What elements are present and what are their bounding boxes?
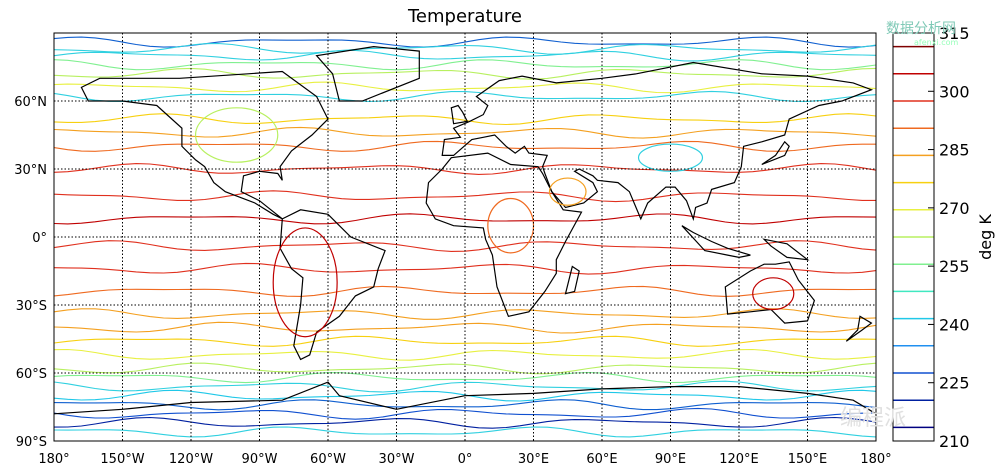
lon-tick-label: 150°E (788, 452, 828, 467)
coastline-indonesia (681, 225, 751, 259)
lon-tick-label: 60°E (586, 452, 617, 467)
coastline-north-america (80, 70, 329, 220)
contour-blob (752, 277, 795, 311)
lat-tick-label: 60°N (14, 95, 47, 110)
colorbar-tick-label: 285 (939, 141, 970, 160)
watermark-top-sub: afenxi.com (914, 38, 959, 47)
colorbar-frame (892, 32, 935, 442)
lat-tick-label: 0° (32, 231, 47, 246)
contour-line (53, 362, 877, 375)
contour-line (53, 81, 877, 94)
contour-line (53, 335, 877, 347)
coastline-antarctica (53, 381, 877, 415)
watermark-top-text: 数据分析网 (886, 21, 956, 37)
contour-line (53, 67, 877, 80)
watermark-logo: 数据分析网 afenxi.com (886, 18, 958, 47)
coastline-africa (425, 152, 583, 317)
contour-blob (194, 107, 279, 163)
contour-line (53, 140, 876, 152)
coastline-new-guinea (762, 238, 810, 261)
map-frame (53, 32, 877, 442)
colorbar-tick-label: 240 (939, 315, 970, 334)
coastline-greenland (315, 45, 420, 102)
lon-tick-label: 0° (458, 452, 473, 467)
coastline-eurasia (441, 61, 874, 222)
contour-blob (637, 143, 704, 172)
coastline-madagascar (564, 265, 580, 295)
lat-tick-label: 60°S (16, 367, 47, 382)
colorbar-tick-label: 270 (939, 199, 970, 218)
contour-line (53, 380, 877, 393)
colorbar-tick-label: 225 (939, 374, 970, 393)
lon-tick-label: 30°W (379, 452, 415, 467)
colorbar-tick-label: 255 (939, 257, 970, 276)
coastline-new-zealand (845, 315, 873, 342)
lon-tick-label: 180° (860, 452, 891, 467)
contour-line (53, 42, 877, 55)
lon-tick-label: 150°W (100, 452, 144, 467)
contour-line (53, 426, 877, 438)
colorbar-tick-label: 315 (939, 24, 970, 43)
contour-line (53, 240, 877, 252)
contour-line (53, 371, 877, 384)
lat-tick-label: 30°N (14, 163, 47, 178)
lon-tick-label: 30°E (518, 452, 549, 467)
lon-tick-label: 90°W (242, 452, 278, 467)
colorbar-label: deg K (976, 214, 995, 260)
contour-blob (272, 227, 338, 338)
lat-tick-label: 30°S (16, 299, 47, 314)
lon-tick-label: 120°W (169, 452, 213, 467)
lat-tick-label: 90°S (16, 435, 47, 450)
lon-tick-label: 90°E (655, 452, 686, 467)
colorbar-tick-label: 300 (939, 82, 970, 101)
lon-tick-label: 180° (38, 452, 69, 467)
contour-line (53, 126, 877, 139)
coastline-australia (724, 261, 816, 324)
contour-line (53, 190, 876, 203)
contour-line (53, 407, 877, 420)
lon-tick-label: 120°E (719, 452, 759, 467)
coastline-japan (761, 140, 790, 166)
colorbar-tick-label: 210 (939, 432, 970, 451)
plot-title: Temperature (407, 6, 523, 27)
watermark-bottom: 编程派 (840, 406, 907, 431)
contour-blob (548, 177, 587, 206)
lon-tick-label: 60°W (310, 452, 346, 467)
